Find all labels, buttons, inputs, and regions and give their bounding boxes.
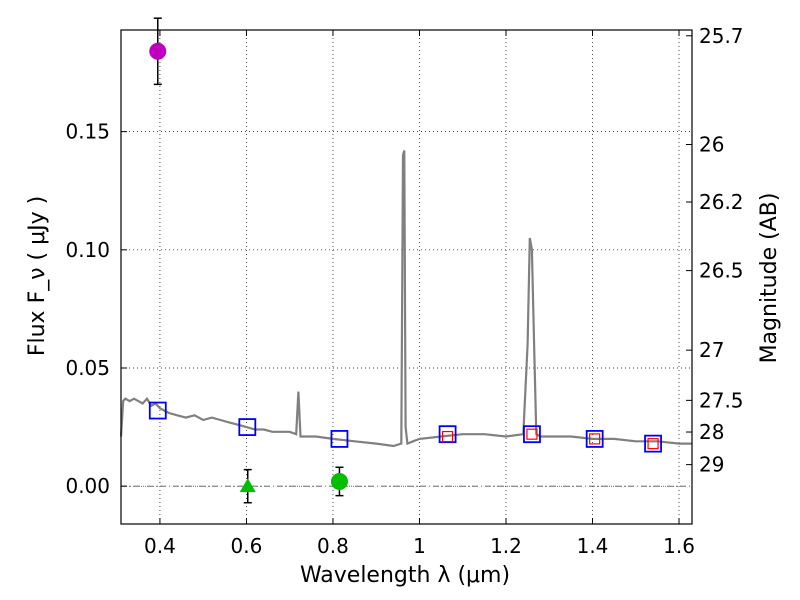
magnitude-axis-label: Magnitude (AB) (757, 193, 782, 364)
model-bandpass-point (644, 434, 662, 453)
y-tick-label: 0.15 (65, 120, 110, 144)
x-tick-label: 1.6 (663, 534, 695, 558)
y-tick-label: 0.00 (65, 474, 110, 498)
measured-green-circle-point (330, 472, 348, 490)
y-axis-label: Flux F_ν ( μJy ) (25, 196, 50, 356)
model-bandpass-point (585, 430, 604, 448)
measured-magenta-point (149, 42, 167, 60)
model-bandpass-red-point (526, 428, 538, 440)
magnitude-tick-label: 25.7 (699, 24, 744, 48)
model-bandpass-point (523, 425, 541, 444)
y-tick-label: 0.10 (65, 238, 110, 262)
x-tick-label: 1 (413, 534, 426, 558)
ticks: 0.4 0.6 0.8 1 1.2 1.4 1.6 0.00 0.05 0.10 0.15 25.7 2… (65, 24, 743, 558)
magnitude-tick-label: 27.5 (699, 388, 744, 412)
model-bandpass-point (330, 430, 349, 448)
x-tick-label: 0.4 (144, 534, 176, 558)
model-bandpass-red-point (441, 430, 454, 443)
y-tick-label: 0.05 (65, 356, 110, 380)
x-tick-label: 1.4 (577, 534, 609, 558)
magnitude-tick-label: 27 (699, 338, 724, 362)
x-tick-label: 1.2 (490, 534, 522, 558)
data-markers (148, 17, 662, 504)
model-bandpass-red-point (647, 438, 659, 450)
model-bandpass-red-point (589, 433, 601, 445)
x-tick-label: 0.8 (317, 534, 349, 558)
magnitude-tick-label: 26 (699, 133, 724, 157)
model-bandpass-point (438, 425, 457, 444)
model-spectrum-line (119, 150, 692, 448)
plot-frame (120, 29, 693, 525)
x-tick-label: 0.6 (231, 534, 263, 558)
grid (121, 30, 692, 524)
x-axis-label: Wavelength λ (μm) (300, 563, 510, 588)
magnitude-tick-label: 28 (699, 420, 724, 444)
magnitude-tick-label: 29 (699, 453, 724, 477)
measured-green-triangle-point (239, 478, 256, 493)
magnitude-tick-label: 26.2 (699, 190, 744, 214)
model-bandpass-point (238, 418, 257, 436)
model-bandpass-point (148, 401, 167, 420)
magnitude-tick-label: 26.5 (699, 259, 744, 283)
